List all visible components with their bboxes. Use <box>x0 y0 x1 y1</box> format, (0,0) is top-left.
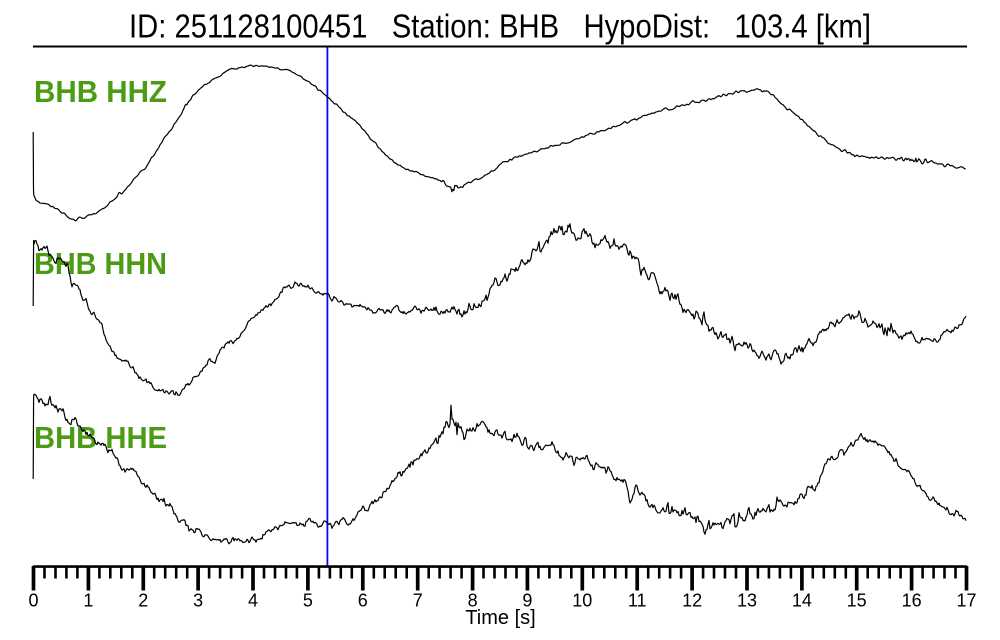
svg-text:2: 2 <box>138 591 148 611</box>
svg-text:BHB HHN: BHB HHN <box>34 246 167 281</box>
svg-text:15: 15 <box>847 591 867 611</box>
svg-text:17: 17 <box>956 591 976 611</box>
svg-text:BHB HHZ: BHB HHZ <box>34 74 167 109</box>
svg-text:1: 1 <box>83 591 93 611</box>
svg-text:4: 4 <box>248 591 258 611</box>
svg-text:16: 16 <box>902 591 922 611</box>
svg-text:8: 8 <box>468 591 478 611</box>
svg-text:5: 5 <box>303 591 313 611</box>
svg-text:14: 14 <box>792 591 812 611</box>
svg-text:0: 0 <box>28 591 38 611</box>
svg-text:12: 12 <box>682 591 702 611</box>
svg-text:13: 13 <box>737 591 757 611</box>
svg-text:7: 7 <box>413 591 423 611</box>
svg-text:3: 3 <box>193 591 203 611</box>
svg-text:Time [s]: Time [s] <box>465 607 535 629</box>
svg-text:BHB HHE: BHB HHE <box>34 420 167 455</box>
svg-text:9: 9 <box>522 591 532 611</box>
svg-text:10: 10 <box>572 591 592 611</box>
svg-text:11: 11 <box>628 591 647 611</box>
svg-text:ID: 251128100451 Station: BH: ID: 251128100451 Station: BHB HypoDist: … <box>129 8 871 45</box>
svg-text:6: 6 <box>358 591 368 611</box>
